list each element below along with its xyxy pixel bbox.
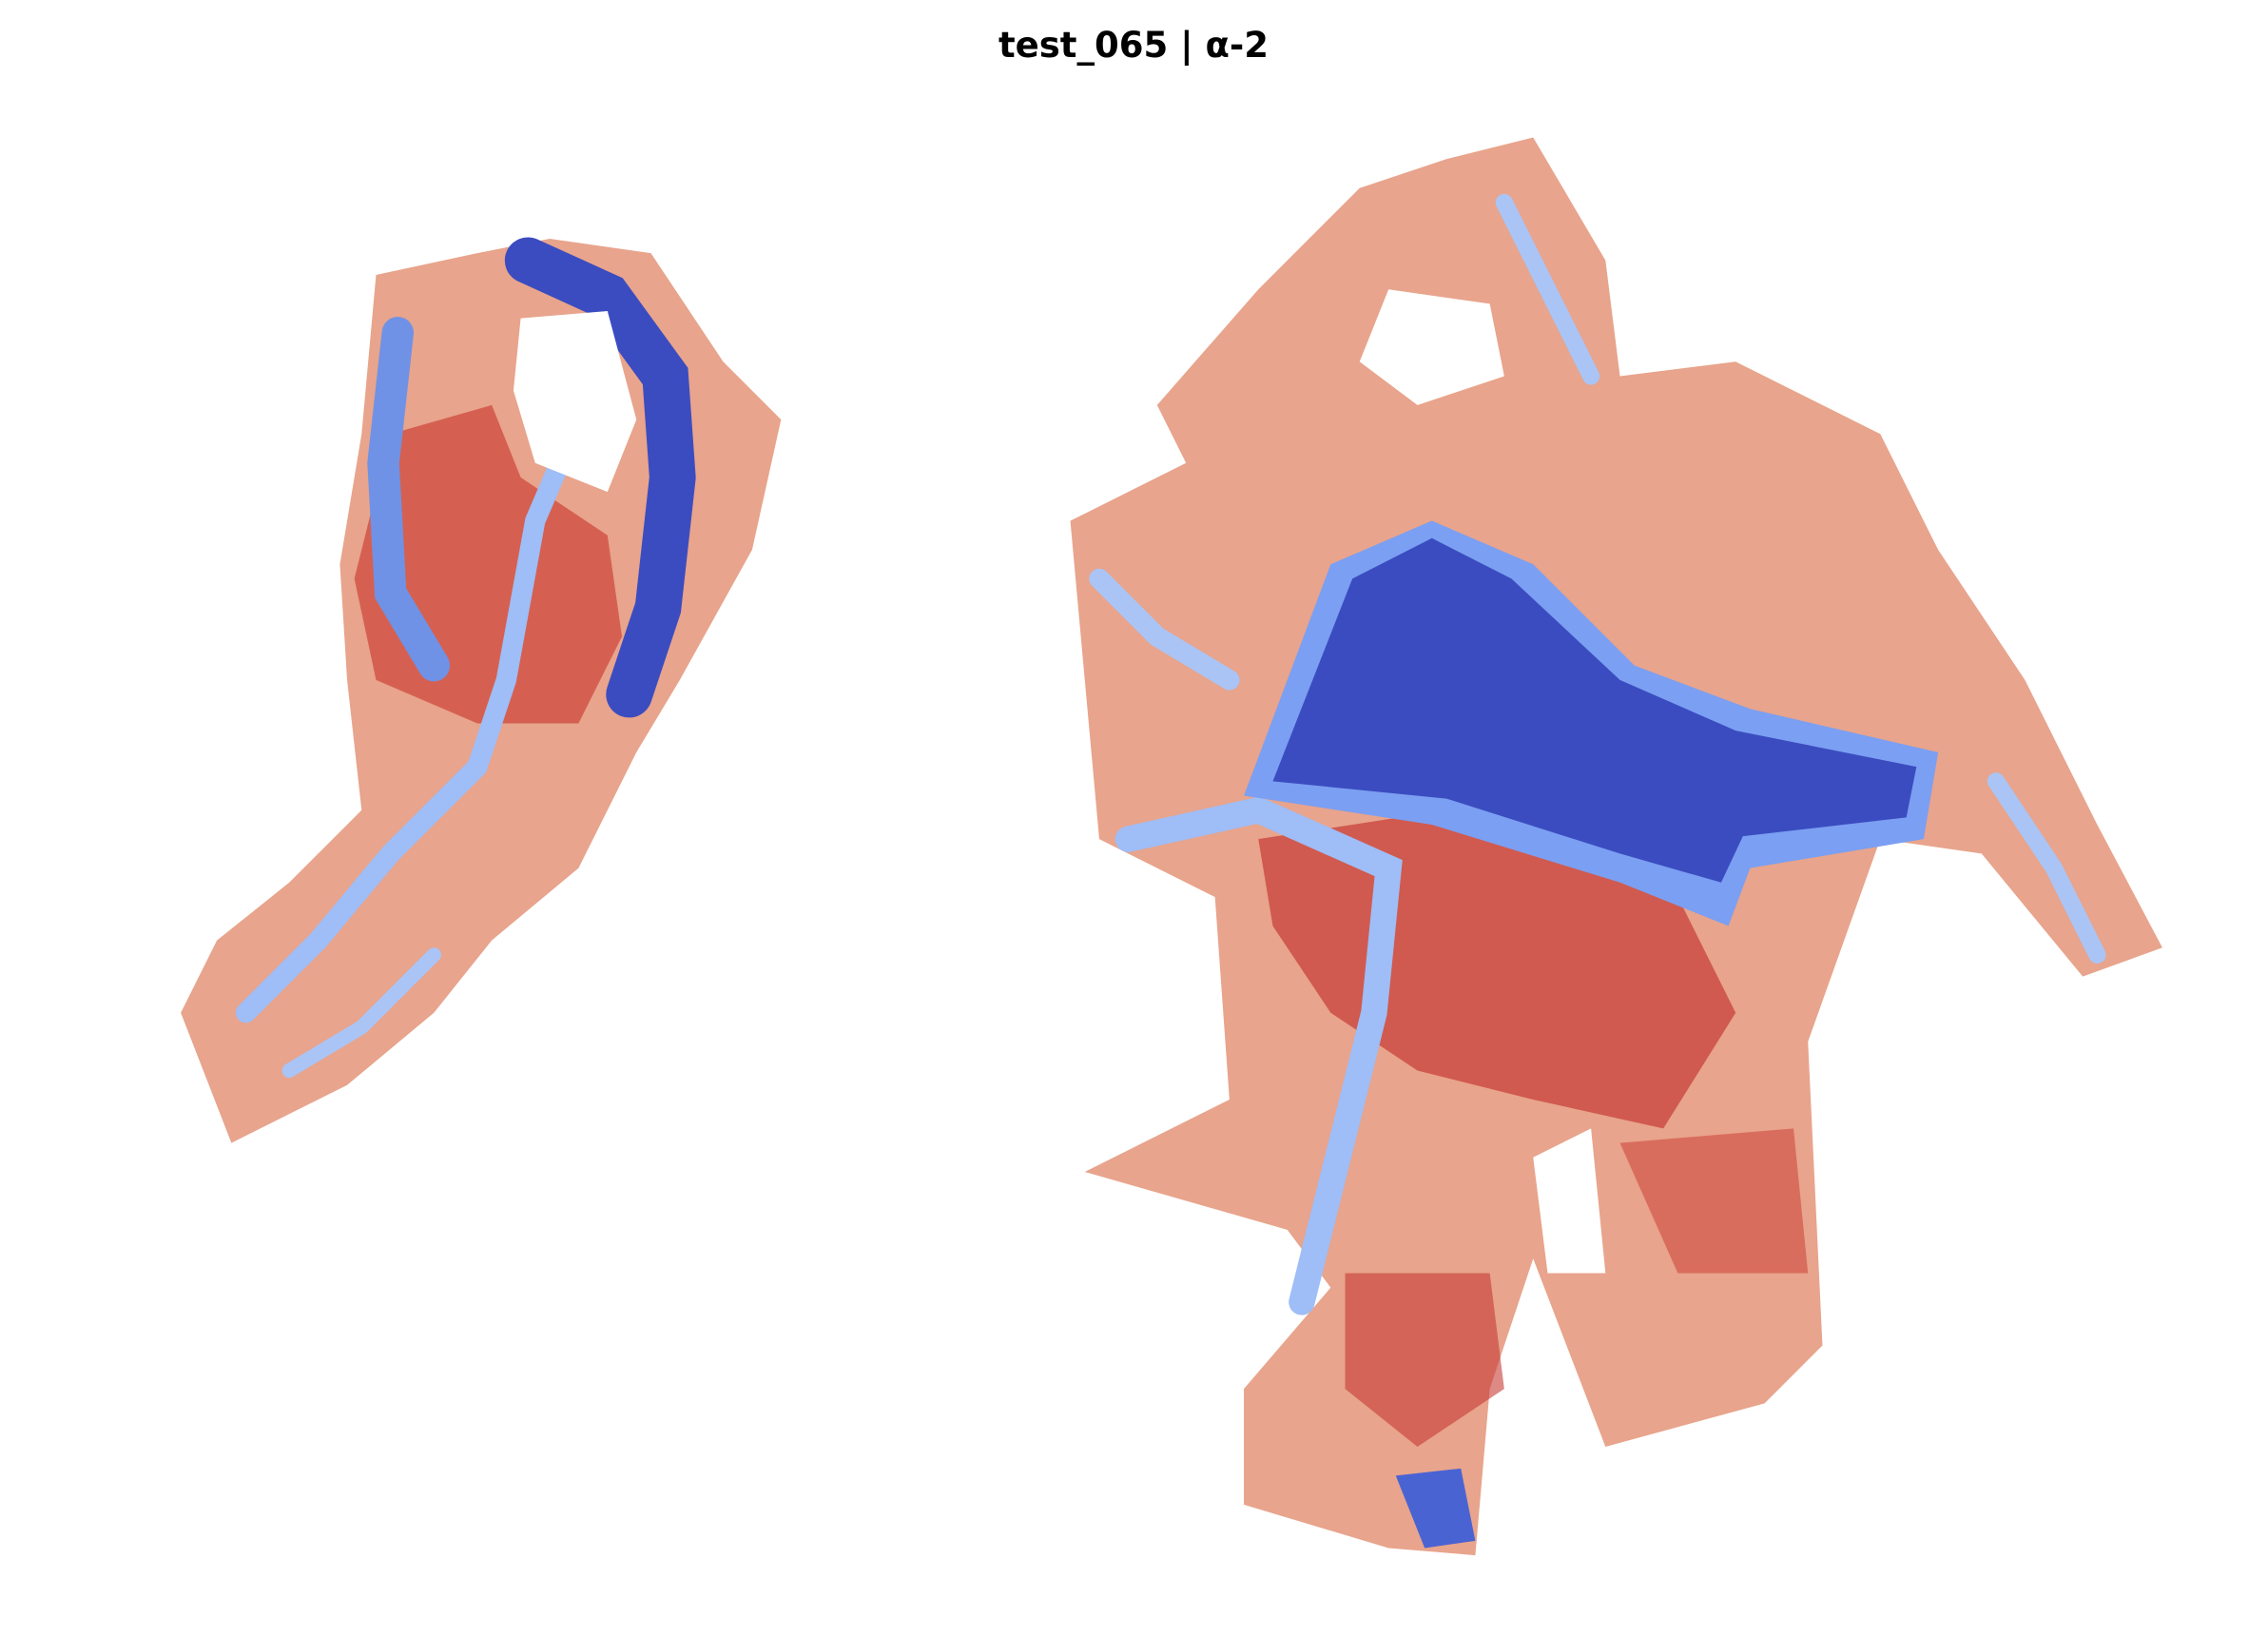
raster-map: [181, 137, 2162, 1556]
hole: [513, 311, 637, 493]
hole: [1533, 1128, 1606, 1274]
river: [1089, 568, 1240, 691]
river: [1495, 193, 1600, 385]
patch: [1395, 1468, 1476, 1549]
hole: [1851, 1142, 1996, 1302]
river: [235, 409, 590, 1023]
channel-edge: [367, 317, 451, 682]
hole: [1359, 289, 1504, 405]
region-hot: [1619, 1128, 1809, 1274]
core: [1272, 537, 1917, 883]
left-region: [181, 237, 782, 1143]
river: [1115, 796, 1403, 1315]
figure-title: test_065 | α-2: [998, 25, 1269, 66]
channel: [504, 237, 696, 718]
river: [281, 947, 441, 1079]
river: [1987, 772, 2106, 964]
region-hot: [1345, 1273, 1504, 1447]
right-region: [1070, 137, 2162, 1556]
